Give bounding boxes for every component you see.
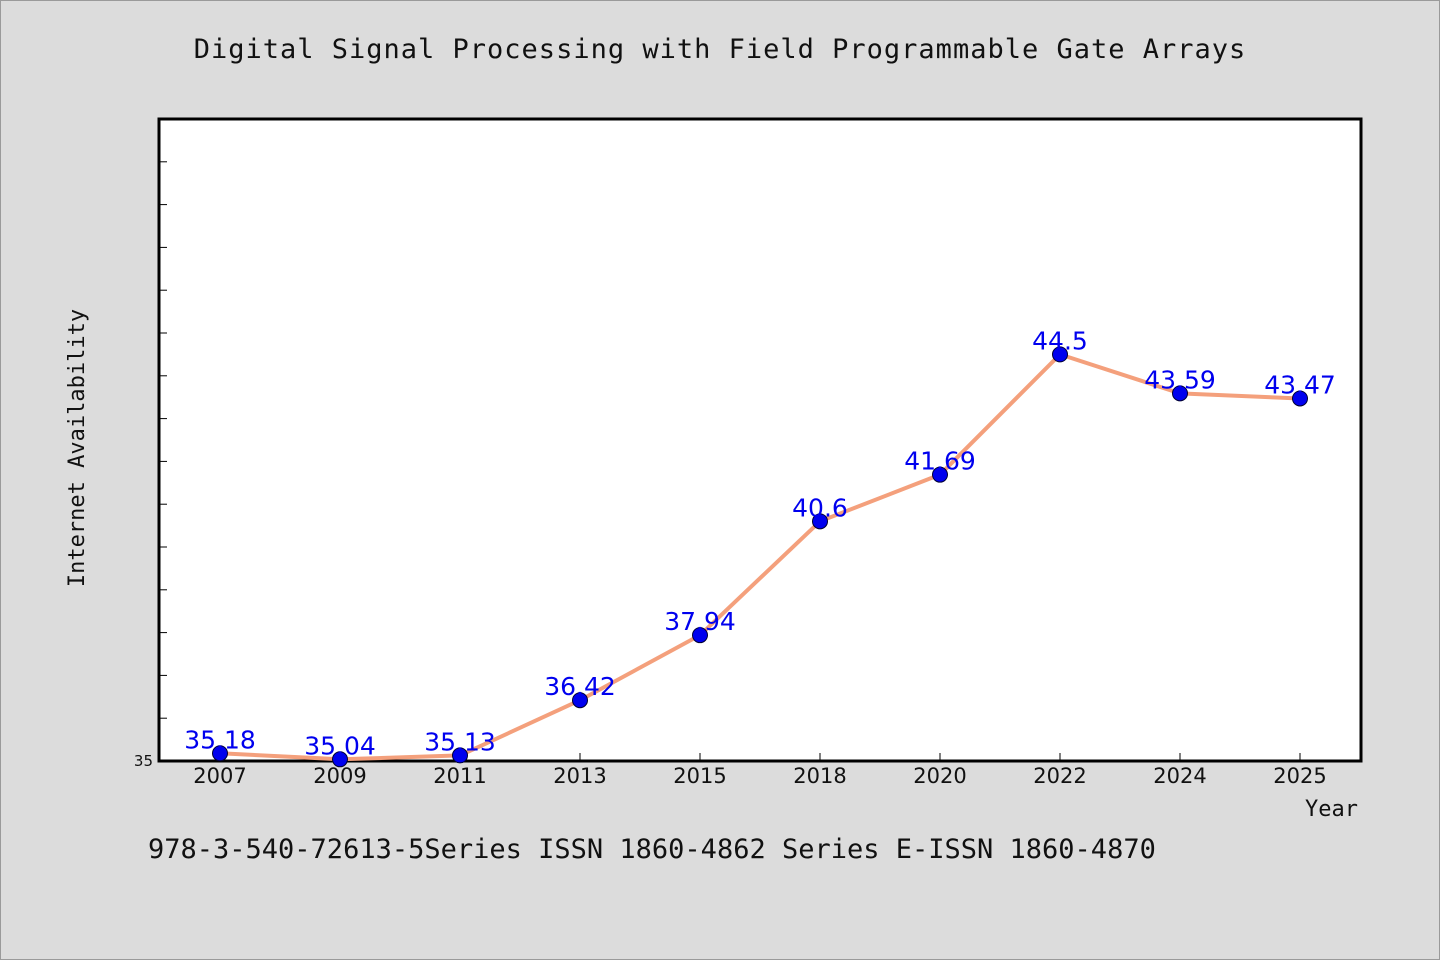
data-label: 40.6 xyxy=(792,493,848,522)
data-label: 44.5 xyxy=(1032,326,1088,355)
data-point-marker xyxy=(452,747,468,764)
series-markers xyxy=(212,346,1308,768)
data-label: 41.69 xyxy=(904,447,976,476)
data-label: 35.04 xyxy=(304,731,376,760)
data-point-marker xyxy=(1052,346,1068,363)
x-tick-label: 2007 xyxy=(193,764,246,788)
x-tick-label: 2018 xyxy=(793,764,846,788)
data-point-marker xyxy=(1292,390,1308,407)
data-point-marker xyxy=(332,751,348,768)
chart-title: Digital Signal Processing with Field Pro… xyxy=(193,34,1247,65)
data-label: 35.18 xyxy=(184,725,256,754)
x-tick-label: 2011 xyxy=(433,764,486,788)
footer-isbn-text: 978-3-540-72613-5Series ISSN 1860-4862 S… xyxy=(148,834,1156,865)
x-tick-label: 2022 xyxy=(1033,764,1086,788)
data-labels: 35.18 35.04 35.13 36.42 37.94 40.6 41.69 44.5 43… xyxy=(184,326,1336,760)
x-tick-label: 2024 xyxy=(1153,764,1206,788)
data-point-marker xyxy=(212,745,228,762)
x-tick-label: 2025 xyxy=(1273,764,1326,788)
data-point-marker xyxy=(692,627,708,644)
x-tick-label: 2013 xyxy=(553,764,606,788)
y-axis-ticks: 35 xyxy=(134,161,167,770)
data-label: 43.47 xyxy=(1264,370,1336,399)
data-point-marker xyxy=(572,692,588,709)
x-tick-label: 2009 xyxy=(313,764,366,788)
data-point-marker xyxy=(932,466,948,483)
data-label: 36.42 xyxy=(544,672,616,701)
y-axis-label: Internet Availability xyxy=(65,309,90,587)
data-label: 35.13 xyxy=(424,727,496,756)
x-tick-label: 2020 xyxy=(913,764,966,788)
series-line xyxy=(218,352,1302,762)
x-axis-label: Year xyxy=(1305,797,1358,822)
x-tick-label: 2015 xyxy=(673,764,726,788)
x-axis-ticks: 2007 2009 2011 2013 2015 2018 2020 2022 2024 2025 xyxy=(193,753,1327,788)
data-label: 43.59 xyxy=(1144,365,1216,394)
data-label: 37.94 xyxy=(664,607,736,636)
data-point-marker xyxy=(1172,385,1188,402)
data-point-marker xyxy=(812,513,828,530)
y-tick-label: 35 xyxy=(134,752,153,770)
plot-area xyxy=(157,117,1363,763)
series-line-group xyxy=(218,352,1302,762)
